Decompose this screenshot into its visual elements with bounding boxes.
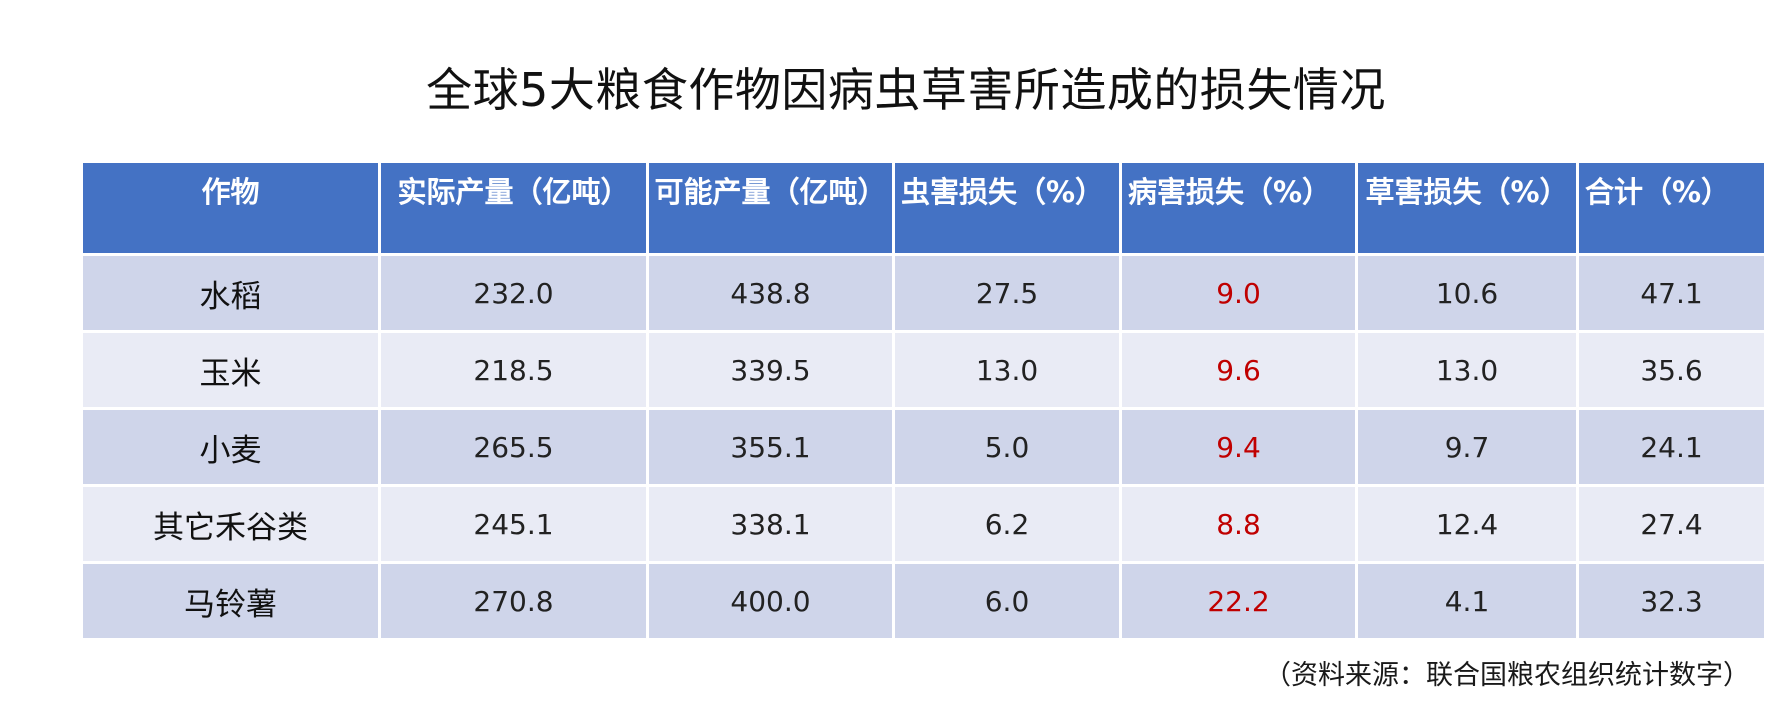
cell-potential: 355.1 (649, 410, 892, 484)
page-title: 全球5大粮食作物因病虫草害所造成的损失情况 (426, 63, 1386, 117)
cell-insect: 27.5 (895, 256, 1119, 330)
cell-potential: 339.5 (649, 333, 892, 407)
cell-disease: 8.8 (1122, 487, 1355, 561)
cell-crop: 马铃薯 (83, 564, 378, 638)
cell-crop: 小麦 (83, 410, 378, 484)
cell-crop: 其它禾谷类 (83, 487, 378, 561)
cell-weed: 4.1 (1358, 564, 1576, 638)
cell-disease: 9.0 (1122, 256, 1355, 330)
cell-potential: 338.1 (649, 487, 892, 561)
cell-actual: 245.1 (381, 487, 646, 561)
crop-loss-table: 作物 实际产量（亿吨） 可能产量（亿吨） 虫害损失（%） 病害损失（%） 草害损… (80, 160, 1767, 641)
cell-total: 24.1 (1579, 410, 1764, 484)
cell-total: 35.6 (1579, 333, 1764, 407)
header-row: 作物 实际产量（亿吨） 可能产量（亿吨） 虫害损失（%） 病害损失（%） 草害损… (83, 163, 1764, 253)
cell-crop: 水稻 (83, 256, 378, 330)
cell-total: 32.3 (1579, 564, 1764, 638)
cell-insect: 6.2 (895, 487, 1119, 561)
table-row: 马铃薯 270.8 400.0 6.0 22.2 4.1 32.3 (83, 564, 1764, 638)
header-insect-loss: 虫害损失（%） (895, 163, 1119, 253)
header-weed-loss: 草害损失（%） (1358, 163, 1576, 253)
cell-weed: 10.6 (1358, 256, 1576, 330)
cell-crop: 玉米 (83, 333, 378, 407)
cell-insect: 13.0 (895, 333, 1119, 407)
cell-actual: 232.0 (381, 256, 646, 330)
cell-actual: 270.8 (381, 564, 646, 638)
cell-insect: 6.0 (895, 564, 1119, 638)
header-crop: 作物 (83, 163, 378, 253)
cell-insect: 5.0 (895, 410, 1119, 484)
header-disease-loss: 病害损失（%） (1122, 163, 1355, 253)
cell-weed: 13.0 (1358, 333, 1576, 407)
table-row: 小麦 265.5 355.1 5.0 9.4 9.7 24.1 (83, 410, 1764, 484)
cell-weed: 9.7 (1358, 410, 1576, 484)
cell-actual: 218.5 (381, 333, 646, 407)
cell-disease: 22.2 (1122, 564, 1355, 638)
cell-weed: 12.4 (1358, 487, 1576, 561)
header-potential-yield: 可能产量（亿吨） (649, 163, 892, 253)
cell-total: 27.4 (1579, 487, 1764, 561)
cell-potential: 438.8 (649, 256, 892, 330)
cell-disease: 9.6 (1122, 333, 1355, 407)
cell-actual: 265.5 (381, 410, 646, 484)
source-note: （资料来源：联合国粮农组织统计数字） (1264, 660, 1750, 691)
cell-disease: 9.4 (1122, 410, 1355, 484)
cell-potential: 400.0 (649, 564, 892, 638)
cell-total: 47.1 (1579, 256, 1764, 330)
header-actual-yield: 实际产量（亿吨） (381, 163, 646, 253)
table-row: 其它禾谷类 245.1 338.1 6.2 8.8 12.4 27.4 (83, 487, 1764, 561)
table-row: 玉米 218.5 339.5 13.0 9.6 13.0 35.6 (83, 333, 1764, 407)
table-row: 水稻 232.0 438.8 27.5 9.0 10.6 47.1 (83, 256, 1764, 330)
header-total-loss: 合计（%） (1579, 163, 1764, 253)
